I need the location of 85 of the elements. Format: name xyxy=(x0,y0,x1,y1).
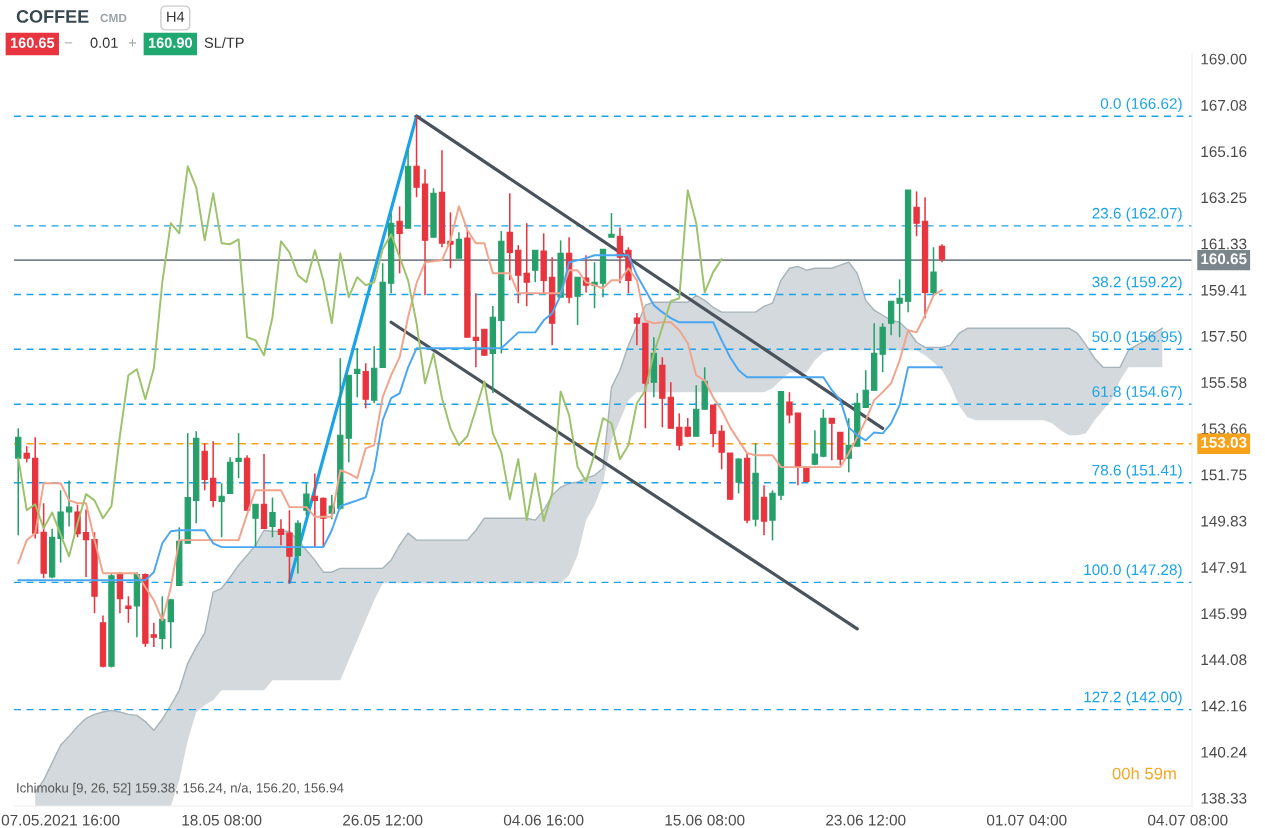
y-tick-label: 165.16 xyxy=(1201,146,1247,158)
text: H4 xyxy=(167,11,185,22)
candlestick xyxy=(235,432,242,479)
y-tick-label: 169.00 xyxy=(1201,53,1247,65)
candlestick xyxy=(303,482,310,517)
y-tick-label: 147.91 xyxy=(1201,562,1247,573)
ref-line-label: 50.0 (156.95) xyxy=(1092,330,1182,346)
y-tick-label: 153.66 xyxy=(1201,423,1247,435)
text: 160.65 xyxy=(1201,253,1247,265)
candlestick xyxy=(760,484,768,537)
candlestick xyxy=(82,508,90,578)
candlestick xyxy=(277,518,285,546)
y-tick-label: 142.16 xyxy=(1201,700,1247,712)
candlestick xyxy=(150,622,158,648)
candlestick xyxy=(354,347,361,398)
y-tick-label: 144.08 xyxy=(1201,654,1247,666)
candlestick xyxy=(311,472,319,548)
candlestick xyxy=(252,503,259,548)
candlestick xyxy=(532,249,539,284)
text: 153.03 xyxy=(1201,437,1247,448)
candlestick xyxy=(608,212,615,238)
candlestick xyxy=(455,231,463,259)
text: − xyxy=(64,42,73,44)
candlestick xyxy=(913,190,920,237)
candlestick xyxy=(286,509,293,585)
x-tick-label: 23.06 12:00 xyxy=(826,814,906,826)
candlestick xyxy=(125,595,132,624)
text: SL/TP xyxy=(204,37,244,48)
candlestick xyxy=(718,424,725,471)
candlestick xyxy=(218,482,225,539)
text: 160.90 xyxy=(148,37,193,48)
candlestick xyxy=(396,205,403,275)
text: + xyxy=(128,39,137,47)
candlestick xyxy=(887,300,895,337)
x-tick-label: 01.07 04:00 xyxy=(986,814,1067,826)
candlestick xyxy=(930,246,937,297)
candlestick xyxy=(269,496,276,539)
ref-line-label: 0.0 (166.62) xyxy=(1100,97,1182,113)
candlestick xyxy=(472,292,480,369)
ref-line-label: 100.0 (147.28) xyxy=(1084,563,1182,579)
candlestick xyxy=(413,115,420,198)
text: 0.01 xyxy=(90,37,118,48)
candlestick xyxy=(167,597,174,649)
y-tick-label: 149.83 xyxy=(1201,515,1247,527)
y-tick-label: 140.24 xyxy=(1201,746,1247,758)
y-tick-label: 157.50 xyxy=(1201,330,1247,342)
line-series xyxy=(17,165,723,558)
x-tick-label: 04.06 16:00 xyxy=(503,814,584,826)
annotation: 00h 59m xyxy=(1112,767,1176,780)
ref-line-label: 78.6 (151.41) xyxy=(1092,464,1182,479)
x-tick-label: 15.06 08:00 xyxy=(665,814,745,826)
y-tick-label: 151.75 xyxy=(1201,469,1247,481)
candlestick xyxy=(896,278,903,338)
ref-line-label: 127.2 (142.00) xyxy=(1084,691,1182,706)
candlestick xyxy=(320,496,327,548)
ref-line-label: 38.2 (159.22) xyxy=(1092,276,1182,291)
candlestick xyxy=(786,391,793,425)
candlestick xyxy=(735,457,742,495)
annotation: Ichimoku [9, 26, 52] 159.38, 156.24, n/a, 156.20, 156.94 xyxy=(17,782,344,796)
candlestick xyxy=(633,312,641,346)
text: 160.65 xyxy=(10,37,55,48)
x-tick-label: 07.05.2021 16:00 xyxy=(1,814,120,826)
y-tick-label: 145.99 xyxy=(1201,608,1247,620)
y-tick-label: 167.08 xyxy=(1201,99,1247,111)
candlestick xyxy=(65,479,73,528)
y-tick-label: 155.58 xyxy=(1201,377,1247,388)
candlestick xyxy=(209,440,217,508)
candlestick xyxy=(811,429,819,466)
x-tick-label: 04.07 08:00 xyxy=(1148,814,1228,826)
y-tick-label: 159.41 xyxy=(1201,284,1247,296)
candlestick xyxy=(15,427,22,537)
y-tick-label: 163.25 xyxy=(1201,192,1247,204)
x-tick-label: 18.05 08:00 xyxy=(182,814,262,826)
y-tick-label: 161.33 xyxy=(1201,238,1247,250)
candlestick xyxy=(938,243,946,264)
x-tick-label: 26.05 12:00 xyxy=(343,814,423,826)
chart-title: COFFEE xyxy=(16,10,89,23)
candlestick xyxy=(828,417,836,461)
ref-line-label: 23.6 (162.07) xyxy=(1092,207,1182,222)
candlestick xyxy=(159,595,166,651)
candlestick xyxy=(574,276,581,326)
candlestick xyxy=(506,192,513,282)
ref-line-label: 61.8 (154.67) xyxy=(1092,385,1182,401)
chart-subtitle: CMD xyxy=(100,13,127,23)
y-tick-label: 138.33 xyxy=(1201,792,1247,804)
